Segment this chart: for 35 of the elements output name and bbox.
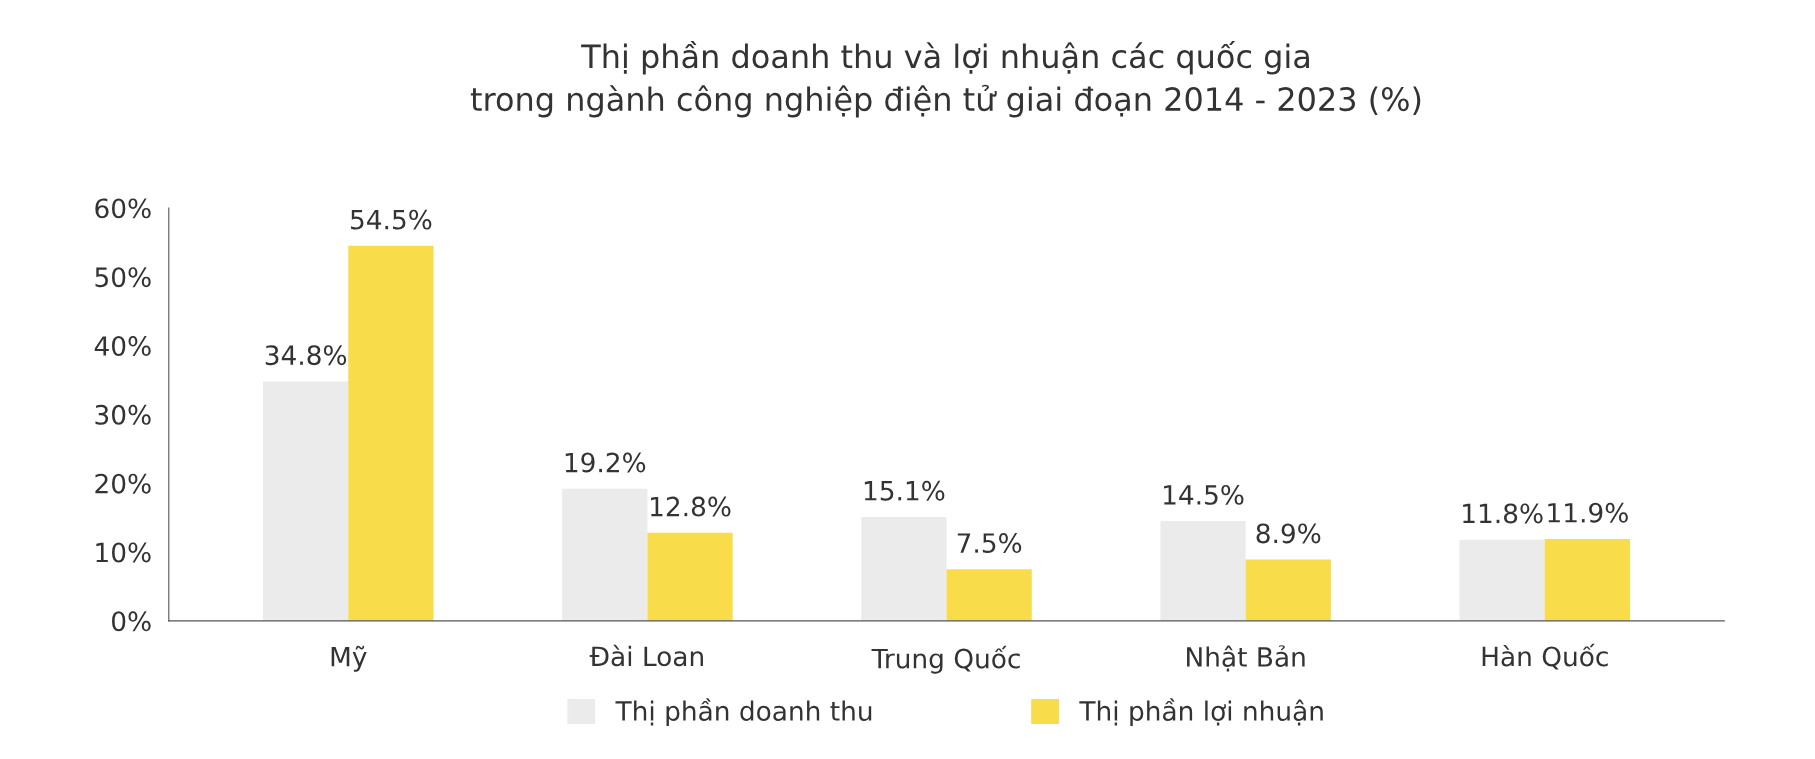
chart-title: Thị phần doanh thu và lợi nhuận các quốc gia trong ngành công nghiệp điện tử giai đoạn 2014 - 2023 (%) (470, 40, 1421, 118)
y-tick-label: 0% (112, 611, 151, 632)
data-label: 19.2% (565, 452, 646, 473)
bar (263, 381, 349, 621)
legend-label: Thị phần lợi nhuận (1079, 698, 1323, 727)
x-tick-label: Mỹ (331, 645, 367, 672)
bar (861, 516, 947, 621)
y-tick-label: 30% (95, 404, 151, 425)
data-label: 11.8% (1463, 503, 1543, 524)
y-tick-label: 50% (95, 267, 151, 288)
bar (562, 488, 648, 621)
x-tick-label: Nhật Bản (1187, 645, 1305, 672)
x-tick-label: Trung Quốc (871, 645, 1020, 674)
y-tick-label: 60% (95, 198, 151, 219)
bar (647, 532, 733, 621)
data-label: 12.8% (651, 496, 731, 517)
data-label: 54.5% (351, 209, 432, 230)
data-label: 15.1% (864, 480, 945, 501)
data-label: 11.9% (1548, 502, 1628, 523)
x-tick-label: Hàn Quốc (1482, 643, 1608, 670)
data-label: 34.8% (265, 345, 347, 366)
bar (946, 569, 1032, 621)
y-tick-label: 10% (96, 542, 151, 563)
data-label: 14.5% (1164, 484, 1244, 505)
y-tick-label: 40% (94, 336, 151, 356)
legend-label: Thị phần doanh thu (615, 698, 872, 727)
data-label: 7.5% (957, 533, 1022, 554)
bar (1160, 521, 1246, 621)
bar (1459, 539, 1545, 621)
y-tick-label: 20% (95, 473, 151, 494)
bar (1245, 559, 1331, 621)
x-tick-label: Đài Loan (589, 644, 703, 667)
bar (348, 245, 434, 621)
bar (1544, 538, 1631, 621)
data-label: 8.9% (1256, 523, 1321, 544)
